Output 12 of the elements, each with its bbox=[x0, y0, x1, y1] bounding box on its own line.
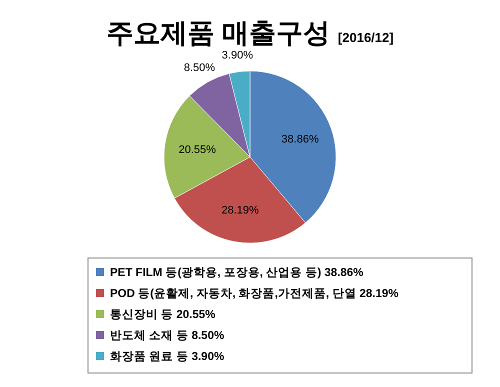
legend-label: PET FILM 등(광학용, 포장용, 산업용 등) 38.86% bbox=[110, 266, 364, 279]
data-label: 3.90% bbox=[222, 50, 254, 62]
data-label: 20.55% bbox=[178, 144, 216, 156]
legend-label: 화장품 원료 등 3.90% bbox=[110, 350, 224, 363]
legend-label: 통신장비 등 20.55% bbox=[110, 308, 216, 321]
chart-subtitle: [2016/12] bbox=[338, 30, 394, 45]
legend-label: 반도체 소재 등 8.50% bbox=[110, 329, 224, 342]
data-label: 28.19% bbox=[222, 204, 260, 216]
legend-label: POD 등(윤활제, 자동차, 화장품,가전제품, 단열 28.19% bbox=[110, 287, 399, 300]
chart-title: 주요제품 매출구성 bbox=[106, 18, 330, 48]
data-label: 8.50% bbox=[184, 62, 216, 74]
data-label: 38.86% bbox=[281, 134, 319, 146]
